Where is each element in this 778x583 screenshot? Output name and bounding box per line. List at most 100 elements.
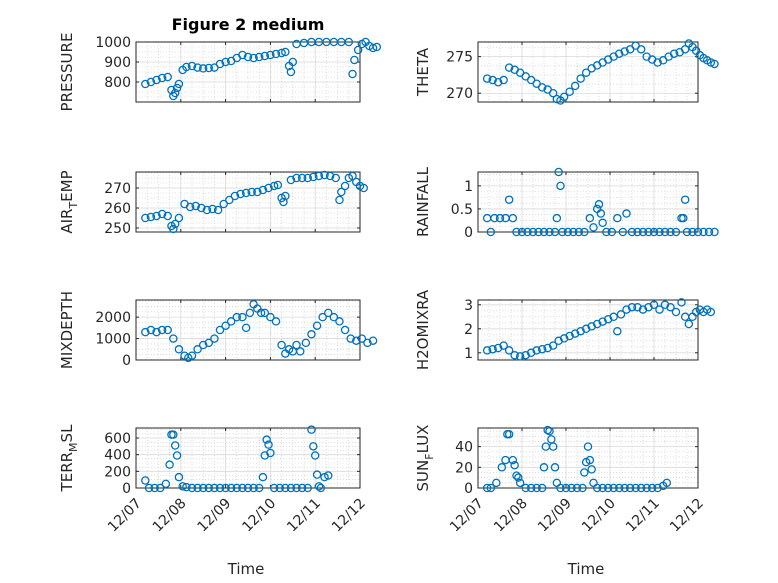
y-tick-label: 20 xyxy=(455,460,473,476)
data-point xyxy=(253,187,262,197)
data-point xyxy=(587,322,596,331)
data-point xyxy=(249,483,258,493)
data-point xyxy=(335,195,344,205)
data-point xyxy=(625,483,635,493)
data-point xyxy=(193,345,202,354)
data-point xyxy=(545,227,554,237)
data-point xyxy=(594,200,604,209)
data-point xyxy=(266,448,275,458)
data-point xyxy=(314,482,324,491)
data-point xyxy=(258,472,268,482)
data-point xyxy=(598,483,607,493)
data-point xyxy=(340,181,350,191)
data-point xyxy=(572,483,582,493)
y-tick-label: 2 xyxy=(464,322,473,338)
data-point xyxy=(559,334,569,343)
data-point xyxy=(232,312,242,322)
data-point xyxy=(254,52,264,62)
data-point xyxy=(324,471,333,480)
data-point xyxy=(152,211,161,221)
data-point xyxy=(316,483,326,493)
data-point xyxy=(488,75,497,85)
data-point xyxy=(161,479,171,489)
x-tick-label: 12/12 xyxy=(667,496,707,536)
y-axis-label: PRESSURE xyxy=(58,33,76,112)
data-point xyxy=(559,92,569,102)
data-point xyxy=(238,50,247,60)
data-point xyxy=(581,68,591,77)
data-point xyxy=(512,227,521,237)
subplot-4: 0 0.5 1 RAINFALL xyxy=(414,166,719,241)
data-point xyxy=(243,52,253,62)
data-point xyxy=(329,312,339,322)
data-point xyxy=(344,37,354,47)
data-point xyxy=(508,455,518,465)
y-tick-label: 250 xyxy=(104,221,131,237)
data-point xyxy=(174,213,184,223)
data-point xyxy=(620,483,629,493)
data-point xyxy=(337,187,346,197)
data-point xyxy=(266,312,275,322)
y-tick-label: 1 xyxy=(464,179,473,195)
data-point xyxy=(552,213,562,223)
data-point xyxy=(281,191,290,201)
y-tick-label: 1000 xyxy=(95,332,131,348)
y-tick-label: 600 xyxy=(104,431,131,447)
data-point xyxy=(301,338,311,348)
data-point xyxy=(574,227,584,237)
data-point xyxy=(368,336,378,345)
chart-title: Figure 2 medium xyxy=(172,15,325,34)
data-point xyxy=(307,330,316,339)
x-tick-label: 12/11 xyxy=(284,496,324,536)
data-point xyxy=(613,326,622,336)
y-tick-label: 3 xyxy=(464,298,473,314)
data-point xyxy=(627,227,637,237)
x-tick-label: 12/10 xyxy=(239,496,279,536)
data-point xyxy=(197,203,206,213)
y-tick-label: 400 xyxy=(104,448,131,464)
data-point xyxy=(596,209,606,218)
data-point xyxy=(156,483,165,493)
data-point xyxy=(172,83,182,93)
data-point xyxy=(297,483,307,493)
axes-border xyxy=(135,427,361,489)
data-point xyxy=(269,181,279,191)
data-point xyxy=(644,302,653,312)
data-point xyxy=(221,483,230,493)
data-point xyxy=(146,212,156,222)
data-point xyxy=(514,473,523,482)
y-tick-label: 2000 xyxy=(95,310,131,326)
data-point xyxy=(273,180,283,190)
data-point xyxy=(286,483,296,493)
data-point xyxy=(644,227,653,237)
data-point xyxy=(331,173,340,183)
data-point xyxy=(271,317,281,326)
data-point xyxy=(221,57,230,67)
data-point xyxy=(537,483,547,493)
x-axis-label: Time xyxy=(567,560,605,578)
data-point xyxy=(335,317,344,326)
data-point xyxy=(622,209,631,218)
data-point xyxy=(312,470,322,479)
data-point xyxy=(693,227,703,237)
axes-border xyxy=(135,171,361,233)
x-tick-label: 12/12 xyxy=(329,496,369,536)
data-point xyxy=(208,204,217,214)
data-point xyxy=(249,53,258,63)
data-point xyxy=(256,308,266,318)
data-point xyxy=(561,483,571,493)
data-point xyxy=(537,83,547,92)
data-point xyxy=(204,63,214,73)
data-point xyxy=(662,478,672,488)
data-point xyxy=(286,67,296,77)
data-point xyxy=(314,171,324,181)
data-point xyxy=(614,483,624,493)
data-point xyxy=(569,227,578,237)
data-point xyxy=(682,227,692,237)
data-point xyxy=(580,468,589,477)
subplot-5: 0 1000 2000 MIXDEPTH xyxy=(58,291,378,369)
data-point xyxy=(534,227,543,237)
data-point xyxy=(172,451,182,460)
data-point xyxy=(174,345,184,354)
data-point xyxy=(660,300,670,310)
